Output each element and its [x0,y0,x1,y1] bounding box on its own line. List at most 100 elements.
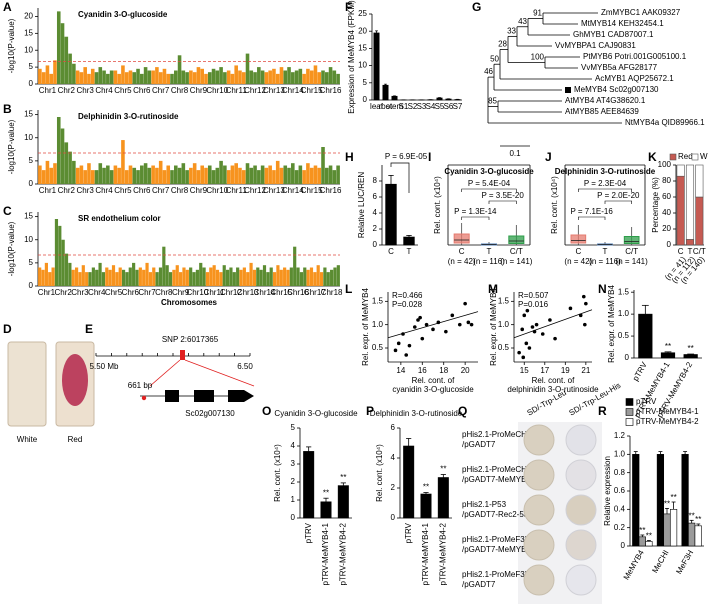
x-tick-label: C [575,247,581,256]
y-tick-label: 20 [662,224,671,233]
y-tick-label: 15 [24,28,33,37]
error-bar [664,351,672,353]
bar [660,352,676,359]
scatter-point [530,325,535,329]
error-bar [658,451,663,455]
bar [638,313,653,359]
chromosome-label: Chr7 [152,186,170,195]
chromosome-label: Chr11 [226,186,248,195]
photo-label: Red [68,435,83,444]
scatter-point [466,320,471,325]
scatter-point [407,343,412,348]
x-tick-label: 21 [581,366,590,375]
significance-bracket [604,200,632,204]
legend-swatch [625,408,634,416]
x-tick-label: C [678,247,684,256]
x-tick-label: 20 [461,366,470,375]
chromosome-label: Chr13 [263,86,285,95]
significance: ** [665,342,671,351]
y-tick-label: 1.0 [498,320,510,329]
yeast-spot [523,564,555,596]
bar [385,183,397,246]
y-tick-label: 5 [363,78,368,87]
y-tick-label: 0 [29,281,34,290]
x-tick-label: pTRV-MeMYB4-1 [421,522,430,585]
y-tick-label: 15 [358,44,367,53]
row-label: pHis2.1-ProMeF3H [462,570,531,579]
sample-size: (n = 42) [564,257,592,266]
chromosome-label: Chr6 [122,288,140,297]
y-tick-label: 6 [391,423,396,432]
y-axis-label: Expression of MeMYB4 (FPKM) [347,0,356,114]
taxon-label: AtMYB4 AT4G38620.1 [565,96,646,105]
x-axis-label: Rel. cont. of [412,376,455,385]
panel-letter: P [366,404,374,418]
chart-title: Cyanidin 3-O-glucoside [444,167,534,176]
y-tick-label: 2 [291,477,296,486]
p-value: P = 7.1E-16 [571,207,614,216]
scatter-point [457,322,462,327]
scatter-point [418,315,422,320]
chromosome-label: Chr7 [138,288,156,297]
x-tick-label: pTRV-MeMYB4-2 [338,522,347,585]
bar-segment [676,175,685,246]
bar [403,236,415,246]
y-tick-label: 15 [24,110,33,119]
chromosome-label: Chr13 [263,186,285,195]
x-tick-label: pTRV [631,360,649,383]
significance: ** [323,488,329,497]
x-tick-label: S5 [435,102,445,111]
bar [638,536,646,547]
chromosome-label: Chr6 [133,86,151,95]
bootstrap-value: 85 [488,97,497,106]
taxon-label: VvMYBPA1 CAJ90831 [555,41,636,50]
chromosome-label: Chr14 [282,86,304,95]
chromosome-label: Chr5 [114,86,132,95]
panel-letter: C [3,204,12,218]
y-tick-label: 4 [373,208,378,217]
panel-letter: J [545,150,552,164]
scatter-point [522,313,527,318]
error-bar [406,438,412,446]
scatter-point [412,325,417,329]
chromosome-label: Chr5 [114,186,132,195]
p-value: P = 2.0E-20 [597,191,640,200]
y-tick-label: 40 [662,208,671,217]
panel-letter: R [598,404,607,418]
legend-swatch [669,153,677,161]
error-bar [671,501,676,510]
significance: ** [440,465,446,474]
error-bar [641,304,649,315]
x-tick-label: 17 [540,366,549,375]
bar [645,541,653,547]
y-tick-label: 2 [391,483,396,492]
chromosome-label: Chr16 [320,186,342,195]
x-tick-label: MeCHI [650,549,670,575]
x-axis-label: Chromosomes [161,298,218,307]
y-tick-label: 0 [625,353,630,362]
y-tick-label: 1 [291,495,296,504]
x-tick-label: S6 [444,102,454,111]
y-tick-label: 0.8 [614,468,626,477]
panel-letter: L [345,282,352,296]
y-tick-label: 0 [667,240,672,249]
chromosome-label: Chr11 [226,86,248,95]
scale-end: 6.50 [237,362,253,371]
zoom-line [184,359,255,387]
panel-letter: B [3,102,12,116]
chart-title: Delphinidin 3-O-rutinoside [370,409,463,418]
y-axis-label: Rel. cont. (x10⁴) [375,444,384,502]
row-label: pHis2.1-ProMeF3H [462,535,531,544]
x-tick-label: C [459,247,465,256]
chart-title: Delphinidin 3-O-rutinoside [555,167,656,176]
legend-swatch [691,153,699,161]
bar [337,485,349,519]
error-bar [406,234,412,237]
sample-size: (n = 141) [500,257,533,266]
chart-title: SR endothelium color [78,214,161,223]
x-tick-label: pTRV [304,522,313,543]
snp-region [180,350,185,360]
chart-title: Cyanidin 3-O-glucoside [274,409,358,418]
chromosome-label: Chr10 [206,186,228,195]
